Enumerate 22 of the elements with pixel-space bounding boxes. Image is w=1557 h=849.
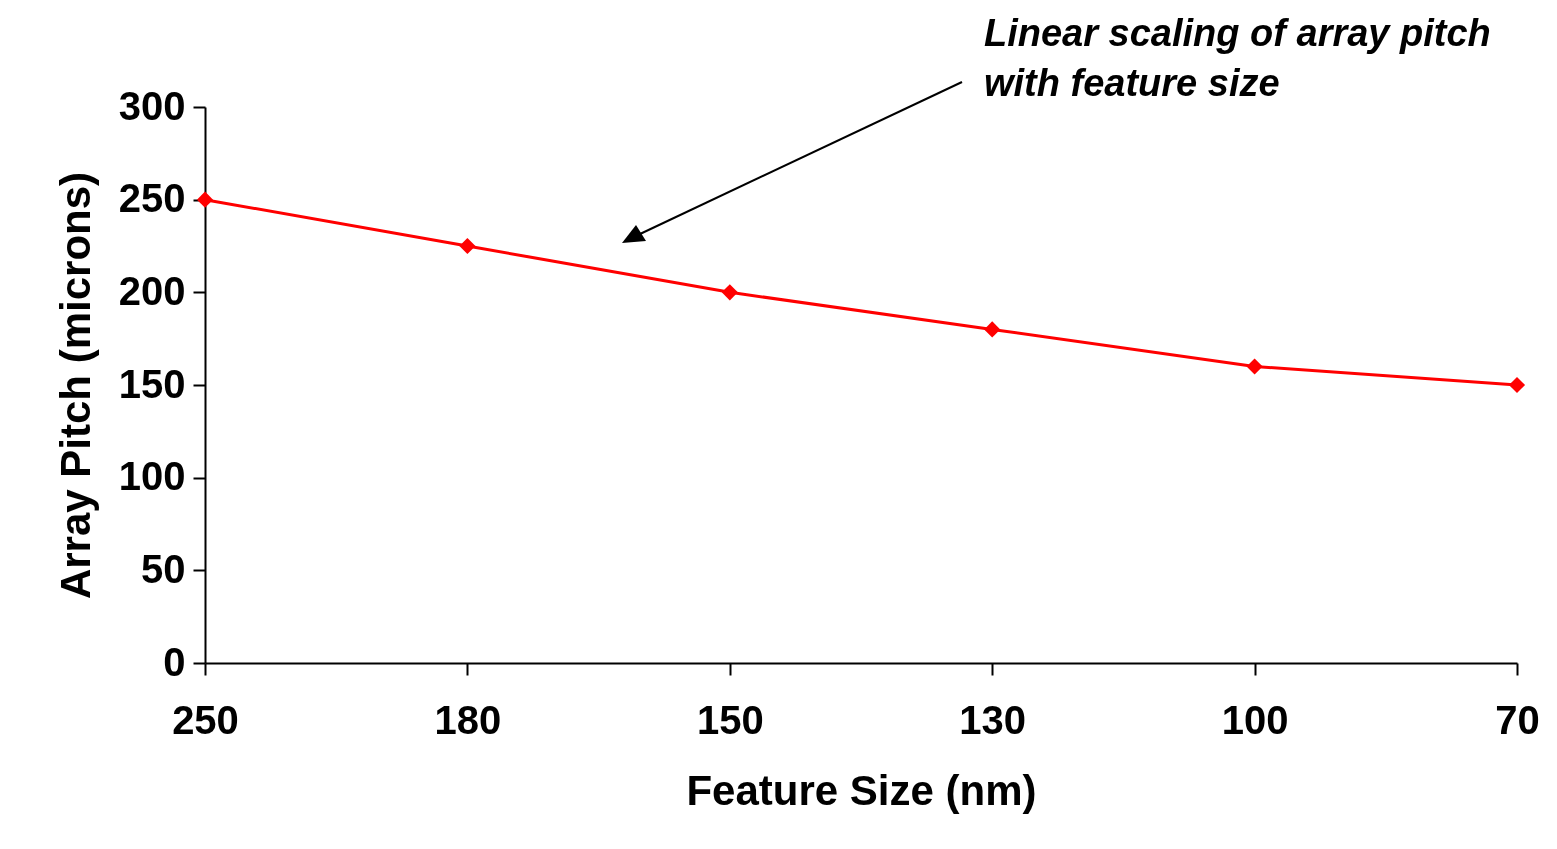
y-tick-label: 200 — [118, 268, 186, 313]
text: Linear scaling of array pitch with feature size — [984, 11, 1492, 106]
x-tick-label: 100 — [1221, 697, 1289, 742]
y-tick-label: 50 — [141, 546, 186, 591]
point — [196, 191, 214, 208]
y-tick-label: 0 — [163, 639, 186, 684]
x-tick-label: 130 — [959, 697, 1027, 742]
point — [984, 321, 1001, 338]
x-tick-label: 70 — [1495, 697, 1540, 742]
point — [459, 237, 476, 255]
y-tick-label: 300 — [118, 83, 186, 128]
point — [721, 284, 738, 301]
y-tick-label: 250 — [118, 176, 186, 221]
x-tick-label: 250 — [172, 697, 239, 742]
x-tick-label: 180 — [434, 697, 502, 742]
point — [1508, 376, 1526, 394]
y-axis-title: Array Pitch (microns) — [51, 171, 99, 600]
y-tick-label: 150 — [118, 361, 186, 406]
x-tick-label: 150 — [696, 697, 764, 742]
x-axis-title: Feature Size (nm) — [686, 766, 1037, 814]
y-tick-label: 100 — [118, 454, 186, 499]
point — [1246, 358, 1263, 375]
